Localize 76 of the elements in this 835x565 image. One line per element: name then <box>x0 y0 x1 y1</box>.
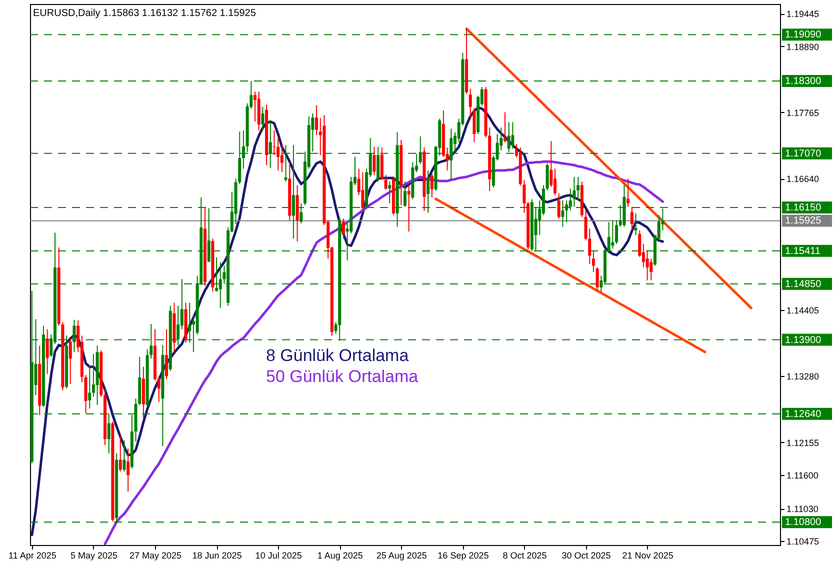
candlestick <box>572 176 576 208</box>
y-tick-label: 1.14405 <box>786 306 820 316</box>
candlestick <box>615 220 618 244</box>
candlestick <box>592 250 595 273</box>
candlestick <box>46 328 49 374</box>
candlestick <box>92 353 95 398</box>
candlestick <box>546 162 549 191</box>
candlestick <box>430 173 434 198</box>
ref-line-label: 1.15411 <box>785 246 821 257</box>
candlestick <box>118 434 122 472</box>
line-series <box>434 198 706 354</box>
candlestick <box>292 144 295 240</box>
text: 8 Günlük Ortalama <box>266 346 410 365</box>
candlestick <box>504 112 506 143</box>
candlestick <box>88 365 92 410</box>
candlestick <box>554 168 556 196</box>
candlestick <box>557 192 560 220</box>
y-tick-label: 1.13280 <box>786 372 820 382</box>
candlestick <box>84 374 88 414</box>
y-tick-label: 1.18890 <box>786 42 820 52</box>
candlestick <box>404 181 406 208</box>
line-series <box>465 27 752 310</box>
candlestick <box>611 220 614 250</box>
y-tick-label: 1.11600 <box>786 470 818 481</box>
y-tick-label: 1.12155 <box>786 438 820 448</box>
candlestick <box>254 91 256 122</box>
y-tick-label: 1.17765 <box>786 108 820 118</box>
candlestick <box>126 448 130 492</box>
candlestick <box>626 178 630 208</box>
candlestick <box>388 181 392 204</box>
candlestick <box>511 122 514 150</box>
candlestick <box>646 250 649 281</box>
candlestick <box>596 266 599 291</box>
x-tick-label: 27 May 2025 <box>129 550 182 560</box>
candlestick <box>165 328 168 380</box>
candlestick <box>280 144 284 173</box>
ref-line-label: 1.16150 <box>785 202 822 214</box>
candlestick <box>634 212 638 236</box>
y-tick-label: 1.11030 <box>786 504 818 514</box>
ref-line-label: 1.15925 <box>785 216 822 227</box>
ref-line-label: 1.14850 <box>785 278 822 290</box>
x-tick-label: 5 May 2025 <box>70 550 118 560</box>
ref-line-label: 1.17070 <box>785 148 822 160</box>
candlestick <box>315 104 318 136</box>
candlestick <box>372 146 376 176</box>
line-series <box>104 160 664 546</box>
x-tick-label: 21 Nov 2025 <box>622 550 674 560</box>
x-tick-label: 11 Apr 2025 <box>8 550 56 560</box>
candlestick <box>630 206 634 231</box>
candlestick <box>361 172 364 210</box>
x-tick-label: 16 Sep 2025 <box>438 550 489 560</box>
ref-line-label: 1.18300 <box>785 76 822 88</box>
candlestick <box>407 184 410 232</box>
candlestick <box>576 176 580 201</box>
x-tick-label: 8 Oct 2025 <box>502 550 547 560</box>
ref-line-label: 1.13900 <box>785 334 822 346</box>
x-tick-label: 1 Aug 2025 <box>317 550 363 560</box>
candlestick <box>122 440 126 472</box>
candlestick <box>68 338 72 384</box>
x-tick-label: 18 Jun 2025 <box>192 550 242 560</box>
x-tick-label: 10 Jul 2025 <box>255 550 302 560</box>
candlestick <box>342 218 345 240</box>
candlestick <box>261 106 264 131</box>
y-tick-label: 1.10475 <box>786 536 820 547</box>
candlestick <box>384 174 388 190</box>
ref-line-label: 1.19090 <box>785 30 822 41</box>
ref-line-label: 1.12640 <box>785 408 822 420</box>
x-tick-label: 30 Oct 2025 <box>562 550 611 560</box>
ref-line-label: 1.10800 <box>785 517 822 528</box>
chart-title: EURUSD,Daily 1.15863 1.16132 1.15762 1.15925 <box>33 8 256 19</box>
candlestick <box>207 208 210 263</box>
candlestick <box>276 138 280 171</box>
text: 50 Günlük Ortalama <box>266 367 419 386</box>
y-tick-label: 1.19445 <box>786 9 820 20</box>
x-tick-label: 25 Aug 2025 <box>376 550 427 560</box>
y-tick-label: 1.16640 <box>786 174 820 184</box>
